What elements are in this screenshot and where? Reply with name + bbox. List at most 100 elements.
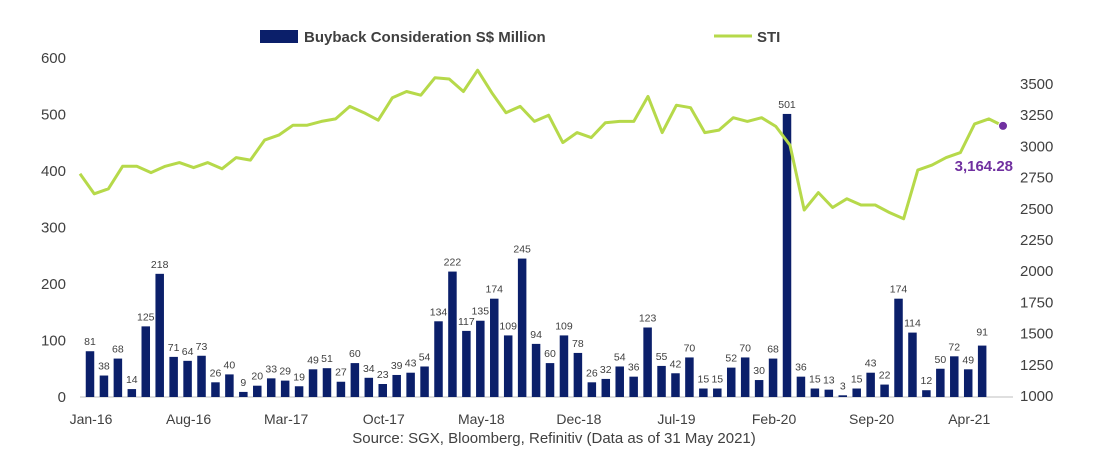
bar (796, 376, 806, 397)
bar-value-label: 20 (251, 371, 263, 383)
x-axis-tick: May-18 (458, 411, 505, 427)
bar-value-label: 15 (711, 374, 723, 386)
bar-value-label: 22 (879, 370, 891, 382)
bar (977, 345, 987, 397)
bar-value-label: 51 (321, 353, 333, 365)
bar-value-label: 49 (962, 354, 974, 366)
bar-value-label: 43 (405, 358, 417, 370)
right-axis-tick: 2750 (1020, 170, 1053, 187)
bar-value-label: 15 (809, 374, 821, 386)
bar (852, 388, 861, 397)
right-axis-tick: 2000 (1020, 263, 1053, 280)
bar-value-label: 19 (293, 371, 305, 383)
bar-value-label: 78 (572, 338, 584, 350)
bar-value-label: 70 (739, 342, 751, 354)
bar-value-label: 222 (444, 257, 462, 269)
bar (782, 113, 792, 397)
left-axis-tick: 600 (41, 50, 66, 67)
bar (336, 381, 346, 397)
legend-bar-swatch (260, 30, 298, 43)
bar (155, 273, 164, 397)
x-axis-ticks: Jan-16 Aug-16 Mar-17 Oct-17 May-18 Dec-18 Jul-… (70, 411, 991, 427)
bar-value-label: 60 (349, 348, 361, 360)
bar (239, 391, 248, 397)
bar-value-label: 109 (555, 320, 573, 332)
bar-value-label: 32 (600, 364, 612, 376)
bar (866, 372, 875, 397)
bar (726, 367, 736, 397)
bar (824, 389, 834, 397)
legend-line-label: STI (757, 29, 780, 46)
bar-value-label: 218 (151, 259, 169, 271)
bar-value-label: 91 (976, 327, 988, 339)
bar-value-label: 29 (279, 366, 291, 378)
bar (503, 335, 513, 397)
bar-value-label: 14 (126, 374, 138, 386)
bar (364, 377, 374, 397)
bar (559, 335, 569, 397)
bar (754, 380, 764, 397)
bar (629, 376, 638, 397)
x-axis-tick: Apr-21 (948, 411, 990, 427)
bar-value-label: 15 (698, 374, 710, 386)
bar-value-label: 123 (639, 313, 657, 325)
right-axis-tick: 1250 (1020, 357, 1053, 374)
left-axis-tick: 500 (41, 107, 66, 124)
bar (197, 355, 206, 397)
bar-value-label: 109 (499, 320, 517, 332)
x-axis-tick: Feb-20 (752, 411, 797, 427)
bar (615, 366, 624, 397)
bar-value-label: 38 (98, 361, 110, 373)
bar (406, 372, 415, 397)
bar-value-label: 54 (614, 351, 626, 363)
bar (183, 360, 192, 397)
bar (601, 378, 611, 397)
right-axis-tick: 3250 (1020, 107, 1053, 124)
bar-value-label: 30 (753, 365, 765, 377)
bar-value-label: 34 (363, 363, 375, 375)
bar (141, 326, 151, 397)
bar (587, 382, 597, 397)
bar-value-label: 64 (182, 346, 194, 358)
bar (545, 363, 555, 397)
bar (963, 369, 973, 397)
right-axis-tick: 2500 (1020, 201, 1053, 218)
bar-value-label: 23 (377, 369, 389, 381)
bar (378, 384, 387, 397)
bar-value-label: 73 (196, 341, 208, 353)
bar-value-label: 135 (472, 306, 490, 318)
bar (392, 374, 401, 397)
x-axis-tick: Oct-17 (363, 411, 405, 427)
bar (880, 384, 889, 397)
bar (253, 385, 262, 397)
bar-value-label: 3 (840, 380, 846, 392)
bar (448, 271, 457, 397)
bar (476, 320, 485, 397)
left-axis-tick: 100 (41, 333, 66, 350)
bar (671, 373, 680, 397)
bar (99, 375, 109, 397)
x-axis-tick: Jan-16 (70, 411, 113, 427)
bar-value-label: 40 (224, 359, 236, 371)
sti-last-point (998, 120, 1008, 131)
right-axis-tick: 1750 (1020, 294, 1053, 311)
left-axis-tick: 400 (41, 163, 66, 180)
x-axis-tick: Sep-20 (849, 411, 894, 427)
left-y-axis: 0 100 200 300 400 500 600 (41, 50, 66, 406)
bar (294, 386, 304, 397)
bar (573, 352, 583, 397)
bar-value-label: 54 (419, 351, 431, 363)
bar (838, 395, 848, 397)
x-axis-tick: Aug-16 (166, 411, 211, 427)
x-axis-tick: Mar-17 (264, 411, 309, 427)
bar-value-label: 49 (307, 354, 319, 366)
bar (685, 357, 694, 397)
bar-value-label: 13 (823, 375, 835, 387)
bar (657, 365, 666, 397)
bar-value-label: 43 (865, 358, 877, 370)
bar-value-label: 9 (240, 377, 246, 389)
right-y-axis: 1000 1250 1500 1750 2000 2250 2500 2750 3000 3250… (1020, 76, 1053, 405)
bar (434, 321, 443, 397)
bar (127, 389, 137, 397)
bar-value-label: 72 (948, 341, 960, 353)
